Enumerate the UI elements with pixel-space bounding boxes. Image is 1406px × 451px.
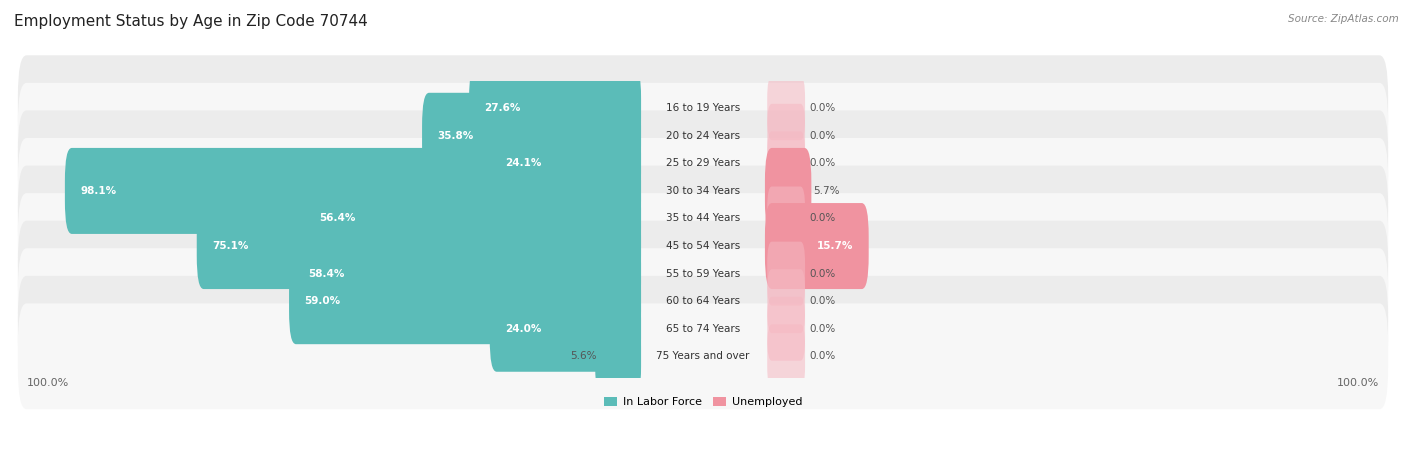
Text: 100.0%: 100.0% bbox=[27, 378, 69, 388]
Text: 35 to 44 Years: 35 to 44 Years bbox=[666, 213, 740, 224]
Text: 75.1%: 75.1% bbox=[212, 241, 249, 251]
FancyBboxPatch shape bbox=[470, 65, 641, 151]
Text: 65 to 74 Years: 65 to 74 Years bbox=[666, 324, 740, 334]
FancyBboxPatch shape bbox=[18, 248, 1388, 354]
FancyBboxPatch shape bbox=[768, 269, 806, 333]
Text: 24.0%: 24.0% bbox=[505, 324, 541, 334]
Text: 75 Years and over: 75 Years and over bbox=[657, 351, 749, 361]
Text: 16 to 19 Years: 16 to 19 Years bbox=[666, 103, 740, 113]
FancyBboxPatch shape bbox=[18, 110, 1388, 216]
FancyBboxPatch shape bbox=[768, 242, 806, 306]
FancyBboxPatch shape bbox=[768, 131, 806, 195]
Text: 0.0%: 0.0% bbox=[808, 351, 835, 361]
Text: 25 to 29 Years: 25 to 29 Years bbox=[666, 158, 740, 168]
FancyBboxPatch shape bbox=[304, 175, 641, 262]
Text: 0.0%: 0.0% bbox=[808, 269, 835, 279]
FancyBboxPatch shape bbox=[292, 230, 641, 317]
FancyBboxPatch shape bbox=[290, 258, 641, 344]
FancyBboxPatch shape bbox=[18, 166, 1388, 272]
FancyBboxPatch shape bbox=[768, 297, 806, 361]
Text: Source: ZipAtlas.com: Source: ZipAtlas.com bbox=[1288, 14, 1399, 23]
FancyBboxPatch shape bbox=[18, 304, 1388, 409]
Text: 56.4%: 56.4% bbox=[319, 213, 356, 224]
FancyBboxPatch shape bbox=[18, 55, 1388, 161]
Text: 58.4%: 58.4% bbox=[308, 269, 344, 279]
FancyBboxPatch shape bbox=[768, 187, 806, 250]
Text: 59.0%: 59.0% bbox=[305, 296, 340, 306]
FancyBboxPatch shape bbox=[18, 221, 1388, 327]
Text: 5.6%: 5.6% bbox=[569, 351, 596, 361]
Text: 15.7%: 15.7% bbox=[817, 241, 853, 251]
FancyBboxPatch shape bbox=[765, 148, 811, 234]
FancyBboxPatch shape bbox=[489, 120, 641, 207]
Text: 0.0%: 0.0% bbox=[808, 324, 835, 334]
FancyBboxPatch shape bbox=[18, 138, 1388, 244]
Text: 98.1%: 98.1% bbox=[80, 186, 117, 196]
Text: 60 to 64 Years: 60 to 64 Years bbox=[666, 296, 740, 306]
Text: 0.0%: 0.0% bbox=[808, 103, 835, 113]
FancyBboxPatch shape bbox=[18, 83, 1388, 189]
FancyBboxPatch shape bbox=[18, 276, 1388, 382]
FancyBboxPatch shape bbox=[65, 148, 641, 234]
FancyBboxPatch shape bbox=[595, 313, 641, 399]
Text: 0.0%: 0.0% bbox=[808, 296, 835, 306]
FancyBboxPatch shape bbox=[197, 203, 641, 289]
Text: 35.8%: 35.8% bbox=[437, 131, 474, 141]
Text: 5.7%: 5.7% bbox=[813, 186, 839, 196]
Text: 100.0%: 100.0% bbox=[1337, 378, 1379, 388]
Text: 0.0%: 0.0% bbox=[808, 131, 835, 141]
FancyBboxPatch shape bbox=[489, 286, 641, 372]
Legend: In Labor Force, Unemployed: In Labor Force, Unemployed bbox=[599, 392, 807, 411]
FancyBboxPatch shape bbox=[768, 76, 806, 140]
Text: 27.6%: 27.6% bbox=[485, 103, 522, 113]
Text: 20 to 24 Years: 20 to 24 Years bbox=[666, 131, 740, 141]
FancyBboxPatch shape bbox=[18, 193, 1388, 299]
Text: 0.0%: 0.0% bbox=[808, 158, 835, 168]
FancyBboxPatch shape bbox=[422, 93, 641, 179]
Text: 30 to 34 Years: 30 to 34 Years bbox=[666, 186, 740, 196]
FancyBboxPatch shape bbox=[765, 203, 869, 289]
Text: 55 to 59 Years: 55 to 59 Years bbox=[666, 269, 740, 279]
FancyBboxPatch shape bbox=[768, 104, 806, 168]
FancyBboxPatch shape bbox=[768, 324, 806, 388]
Text: 45 to 54 Years: 45 to 54 Years bbox=[666, 241, 740, 251]
Text: 24.1%: 24.1% bbox=[505, 158, 541, 168]
Text: Employment Status by Age in Zip Code 70744: Employment Status by Age in Zip Code 707… bbox=[14, 14, 368, 28]
Text: 0.0%: 0.0% bbox=[808, 213, 835, 224]
